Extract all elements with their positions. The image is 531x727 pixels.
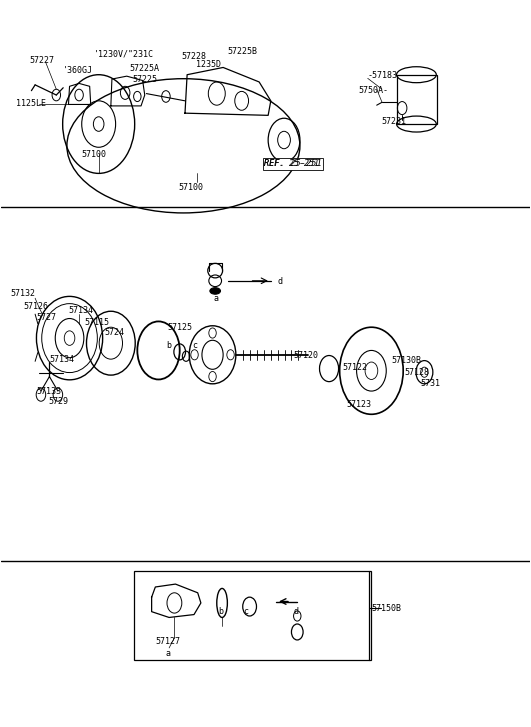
- Text: REF. 25-251: REF. 25-251: [264, 159, 322, 169]
- Text: 57132: 57132: [10, 289, 35, 298]
- Text: 57128: 57128: [404, 368, 429, 377]
- Text: 57225B: 57225B: [227, 47, 258, 56]
- Text: 57227: 57227: [30, 57, 55, 65]
- Text: 57127: 57127: [156, 637, 181, 646]
- Text: a: a: [166, 649, 171, 658]
- Text: 5724: 5724: [104, 328, 124, 337]
- Text: 57133: 57133: [37, 387, 62, 395]
- Text: b: b: [218, 607, 223, 616]
- Text: a: a: [213, 294, 219, 303]
- Text: d: d: [277, 277, 282, 286]
- Text: 57100: 57100: [178, 183, 203, 193]
- Text: -57183: -57183: [367, 71, 398, 80]
- Text: 57134: 57134: [49, 355, 74, 364]
- Text: c: c: [192, 341, 198, 350]
- Text: d: d: [293, 607, 298, 616]
- Text: 57100: 57100: [81, 150, 106, 159]
- Text: 57225A: 57225A: [130, 65, 159, 73]
- Text: b: b: [166, 341, 171, 350]
- Text: 57123: 57123: [346, 400, 371, 409]
- Text: 1235D: 1235D: [195, 60, 220, 69]
- Text: 57134: 57134: [68, 306, 93, 315]
- Ellipse shape: [210, 288, 220, 294]
- Bar: [134, 571, 371, 659]
- Bar: [397, 75, 436, 124]
- Text: 57130B: 57130B: [391, 356, 422, 365]
- Text: REF. 25-251: REF. 25-251: [264, 159, 319, 169]
- Text: 57125: 57125: [167, 323, 193, 332]
- Text: 57231: 57231: [381, 117, 406, 126]
- Text: 5750A-: 5750A-: [359, 87, 389, 95]
- Text: c: c: [243, 607, 249, 616]
- Text: 57228: 57228: [182, 52, 207, 61]
- Text: 57120: 57120: [294, 351, 319, 360]
- Text: 57122: 57122: [342, 364, 367, 372]
- Text: 5727: 5727: [37, 313, 57, 322]
- Text: '360GJ: '360GJ: [63, 66, 93, 75]
- Text: '1230V/"231C: '1230V/"231C: [93, 50, 153, 59]
- Text: 57225: 57225: [132, 75, 157, 84]
- Text: 1125LE: 1125LE: [15, 99, 46, 108]
- Text: 5731: 5731: [420, 379, 440, 388]
- Text: 57126: 57126: [23, 302, 48, 310]
- Text: 57150B: 57150B: [371, 603, 401, 613]
- Text: 5729: 5729: [48, 398, 68, 406]
- Text: 57115: 57115: [84, 318, 109, 326]
